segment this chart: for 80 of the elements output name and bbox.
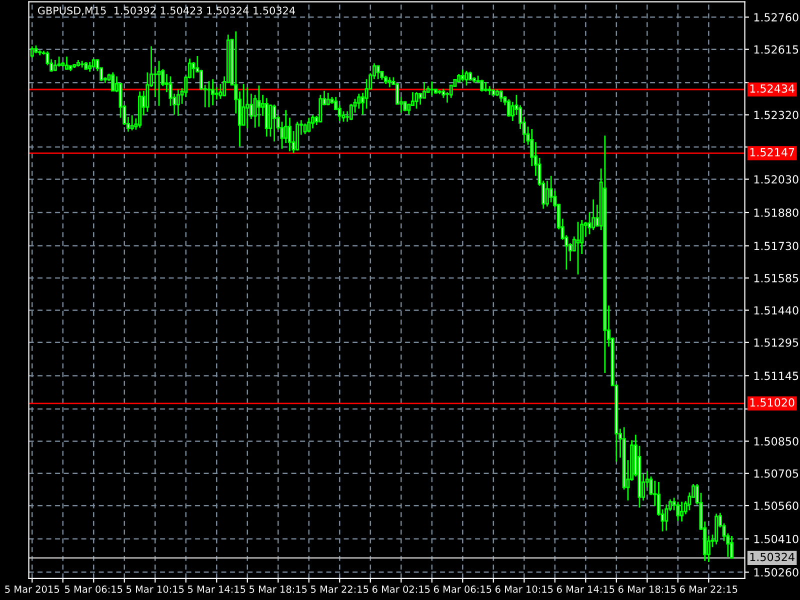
candlestick — [307, 117, 311, 134]
candlestick — [176, 88, 180, 117]
candlestick — [268, 104, 272, 138]
candlestick — [318, 94, 322, 124]
ref-line-label: 1.51020 — [750, 398, 794, 407]
y-tick-label: 1.52760 — [754, 13, 798, 22]
candlestick — [157, 60, 161, 107]
y-tick-label: 1.50560 — [754, 502, 798, 510]
candlestick — [130, 114, 134, 132]
x-tick-label: 6 Mar 10:15 — [495, 586, 553, 593]
candlestick — [549, 175, 553, 203]
candlestick — [257, 84, 261, 128]
candlestick — [407, 103, 411, 116]
candlestick — [430, 80, 434, 96]
x-tick-label: 5 Mar 10:15 — [126, 586, 184, 593]
candlestick — [207, 80, 211, 108]
candlestick — [376, 65, 380, 80]
candlestick — [111, 72, 115, 92]
x-tick-label: 6 Mar 06:15 — [434, 586, 492, 593]
candlestick — [484, 81, 488, 92]
candlestick — [153, 66, 157, 98]
candlestick — [338, 104, 342, 122]
y-tick-label: 1.52615 — [754, 45, 798, 54]
y-tick-label: 1.51730 — [754, 242, 798, 250]
ref-line-label: 1.52434 — [750, 84, 794, 93]
y-tick-label: 1.51440 — [754, 306, 798, 315]
candlestick — [388, 76, 392, 88]
candlestick — [30, 46, 34, 58]
candlestick — [664, 504, 668, 532]
y-tick-label: 1.50850 — [754, 437, 798, 446]
x-tick-label: 6 Mar 02:15 — [372, 586, 430, 593]
x-tick-label: 5 Mar 22:15 — [311, 586, 368, 593]
y-tick-label: 1.51145 — [754, 372, 798, 380]
x-tick-label: 5 Mar 14:15 — [188, 586, 246, 593]
candlestick — [242, 83, 246, 126]
candlestick — [545, 180, 549, 208]
candlestick — [403, 100, 407, 112]
y-tick-label: 1.50260 — [754, 568, 798, 577]
x-tick-label: 6 Mar 14:15 — [556, 586, 614, 593]
candlestick — [246, 86, 250, 130]
candlestick — [592, 198, 596, 231]
candlestick — [680, 501, 684, 522]
y-tick-label: 1.51295 — [754, 338, 798, 347]
ref-line-label: 1.52147 — [750, 148, 794, 156]
x-tick-label: 6 Mar 18:15 — [618, 586, 676, 593]
candlestick — [464, 70, 468, 86]
candlestick — [576, 221, 580, 276]
candlestick — [442, 88, 446, 99]
candlestick — [214, 86, 218, 100]
y-tick-label: 1.51880 — [754, 208, 798, 217]
candlestick — [57, 56, 61, 68]
candlestick — [422, 81, 426, 100]
candlestick — [64, 56, 68, 70]
y-tick-label: 1.52320 — [754, 110, 798, 120]
x-tick-label: 6 Mar 22:15 — [680, 586, 738, 593]
y-tick-label: 1.50410 — [754, 534, 798, 544]
candlestick — [211, 78, 215, 106]
y-tick-label: 1.51585 — [754, 274, 798, 282]
x-tick-label: 5 Mar 06:15 — [65, 586, 122, 593]
candlestick — [357, 93, 361, 110]
candlestick — [460, 69, 464, 82]
x-tick-label: 5 Mar 18:15 — [250, 586, 307, 593]
y-tick-label: 1.52030 — [754, 175, 798, 184]
candlestick — [272, 104, 276, 142]
candlestick — [676, 501, 680, 522]
candlestick — [507, 98, 511, 118]
candlestick — [326, 92, 330, 106]
x-tick-label: 5 Mar 2015 — [5, 586, 60, 593]
candlestick — [499, 90, 503, 103]
candlestick — [414, 91, 418, 110]
candlestick — [88, 61, 92, 72]
candlestick — [218, 83, 222, 100]
candlestick — [480, 79, 484, 92]
ref-line-label: 1.50324 — [750, 552, 794, 562]
y-tick-label: 1.50705 — [754, 469, 798, 478]
candlestick — [349, 103, 353, 121]
candlestick — [310, 114, 314, 130]
candlestick — [588, 212, 592, 235]
chart-title: GBPUSD,M15 1.50392 1.50423 1.50324 1.50324 — [38, 6, 295, 16]
candlestick — [730, 535, 734, 559]
